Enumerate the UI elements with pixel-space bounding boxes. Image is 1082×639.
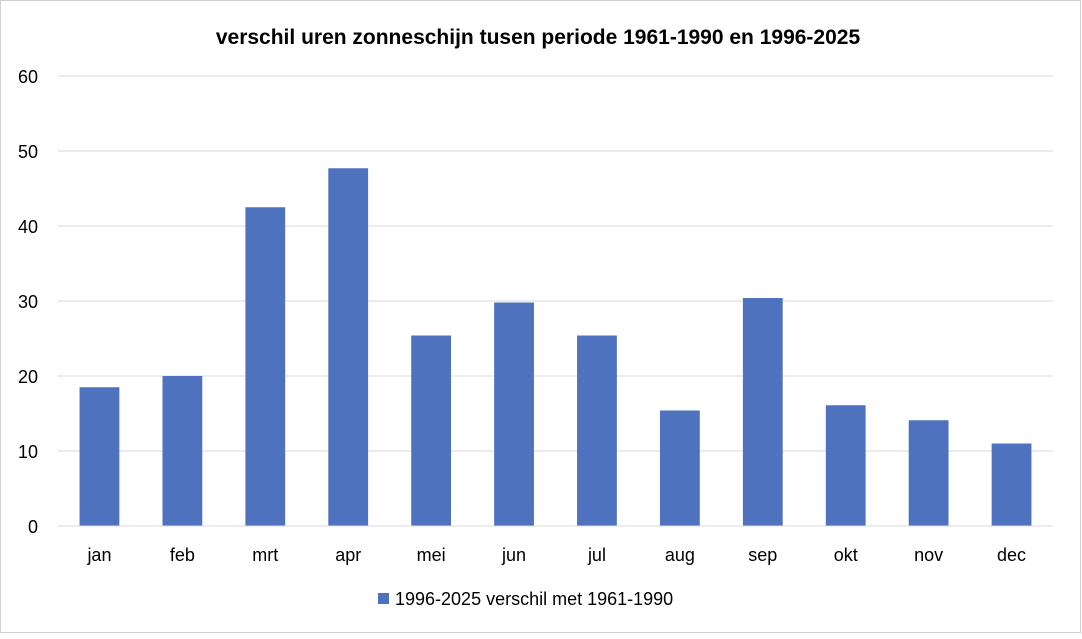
- bar-mei: [411, 335, 452, 526]
- x-tick-label: nov: [914, 545, 943, 565]
- x-tick-label: dec: [997, 545, 1026, 565]
- bar-nov: [908, 420, 949, 526]
- chart-title: verschil uren zonneschijn tusen periode …: [216, 26, 861, 49]
- y-tick-label: 50: [18, 142, 38, 162]
- x-tick-label: jan: [86, 545, 111, 565]
- x-tick-label: mrt: [252, 545, 278, 565]
- x-tick-label: jun: [501, 545, 526, 565]
- bar-jul: [577, 335, 617, 526]
- x-tick-label: mei: [417, 545, 446, 565]
- bar-jan: [79, 387, 120, 526]
- y-tick-label: 60: [18, 67, 38, 87]
- y-tick-label: 30: [18, 292, 38, 312]
- y-tick-label: 20: [18, 367, 38, 387]
- bars: [79, 168, 1032, 526]
- bar-okt: [825, 405, 866, 526]
- x-tick-label: feb: [170, 545, 195, 565]
- bar-mrt: [245, 207, 286, 526]
- x-tick-label: sep: [748, 545, 777, 565]
- bar-feb: [162, 376, 203, 526]
- bar-apr: [328, 168, 369, 526]
- legend: 1996-2025 verschil met 1961-1990: [378, 589, 673, 609]
- y-axis-tick-labels: 0 10 20 30 40 50 60: [18, 67, 38, 537]
- x-tick-label: aug: [665, 545, 695, 565]
- bar-aug: [659, 410, 700, 526]
- y-tick-label: 0: [28, 517, 38, 537]
- x-tick-label: okt: [834, 545, 858, 565]
- y-tick-label: 40: [18, 217, 38, 237]
- y-tick-label: 10: [18, 442, 38, 462]
- bar-sep: [742, 298, 783, 526]
- legend-label: 1996-2025 verschil met 1961-1990: [395, 589, 673, 609]
- x-tick-label: jul: [587, 545, 606, 565]
- bar-jun: [494, 302, 534, 526]
- bar-dec: [991, 443, 1032, 526]
- legend-swatch: [378, 593, 389, 604]
- x-tick-label: apr: [335, 545, 361, 565]
- x-axis-tick-labels: jan feb mrt apr mei jun jul aug sep okt nov dec: [86, 545, 1026, 565]
